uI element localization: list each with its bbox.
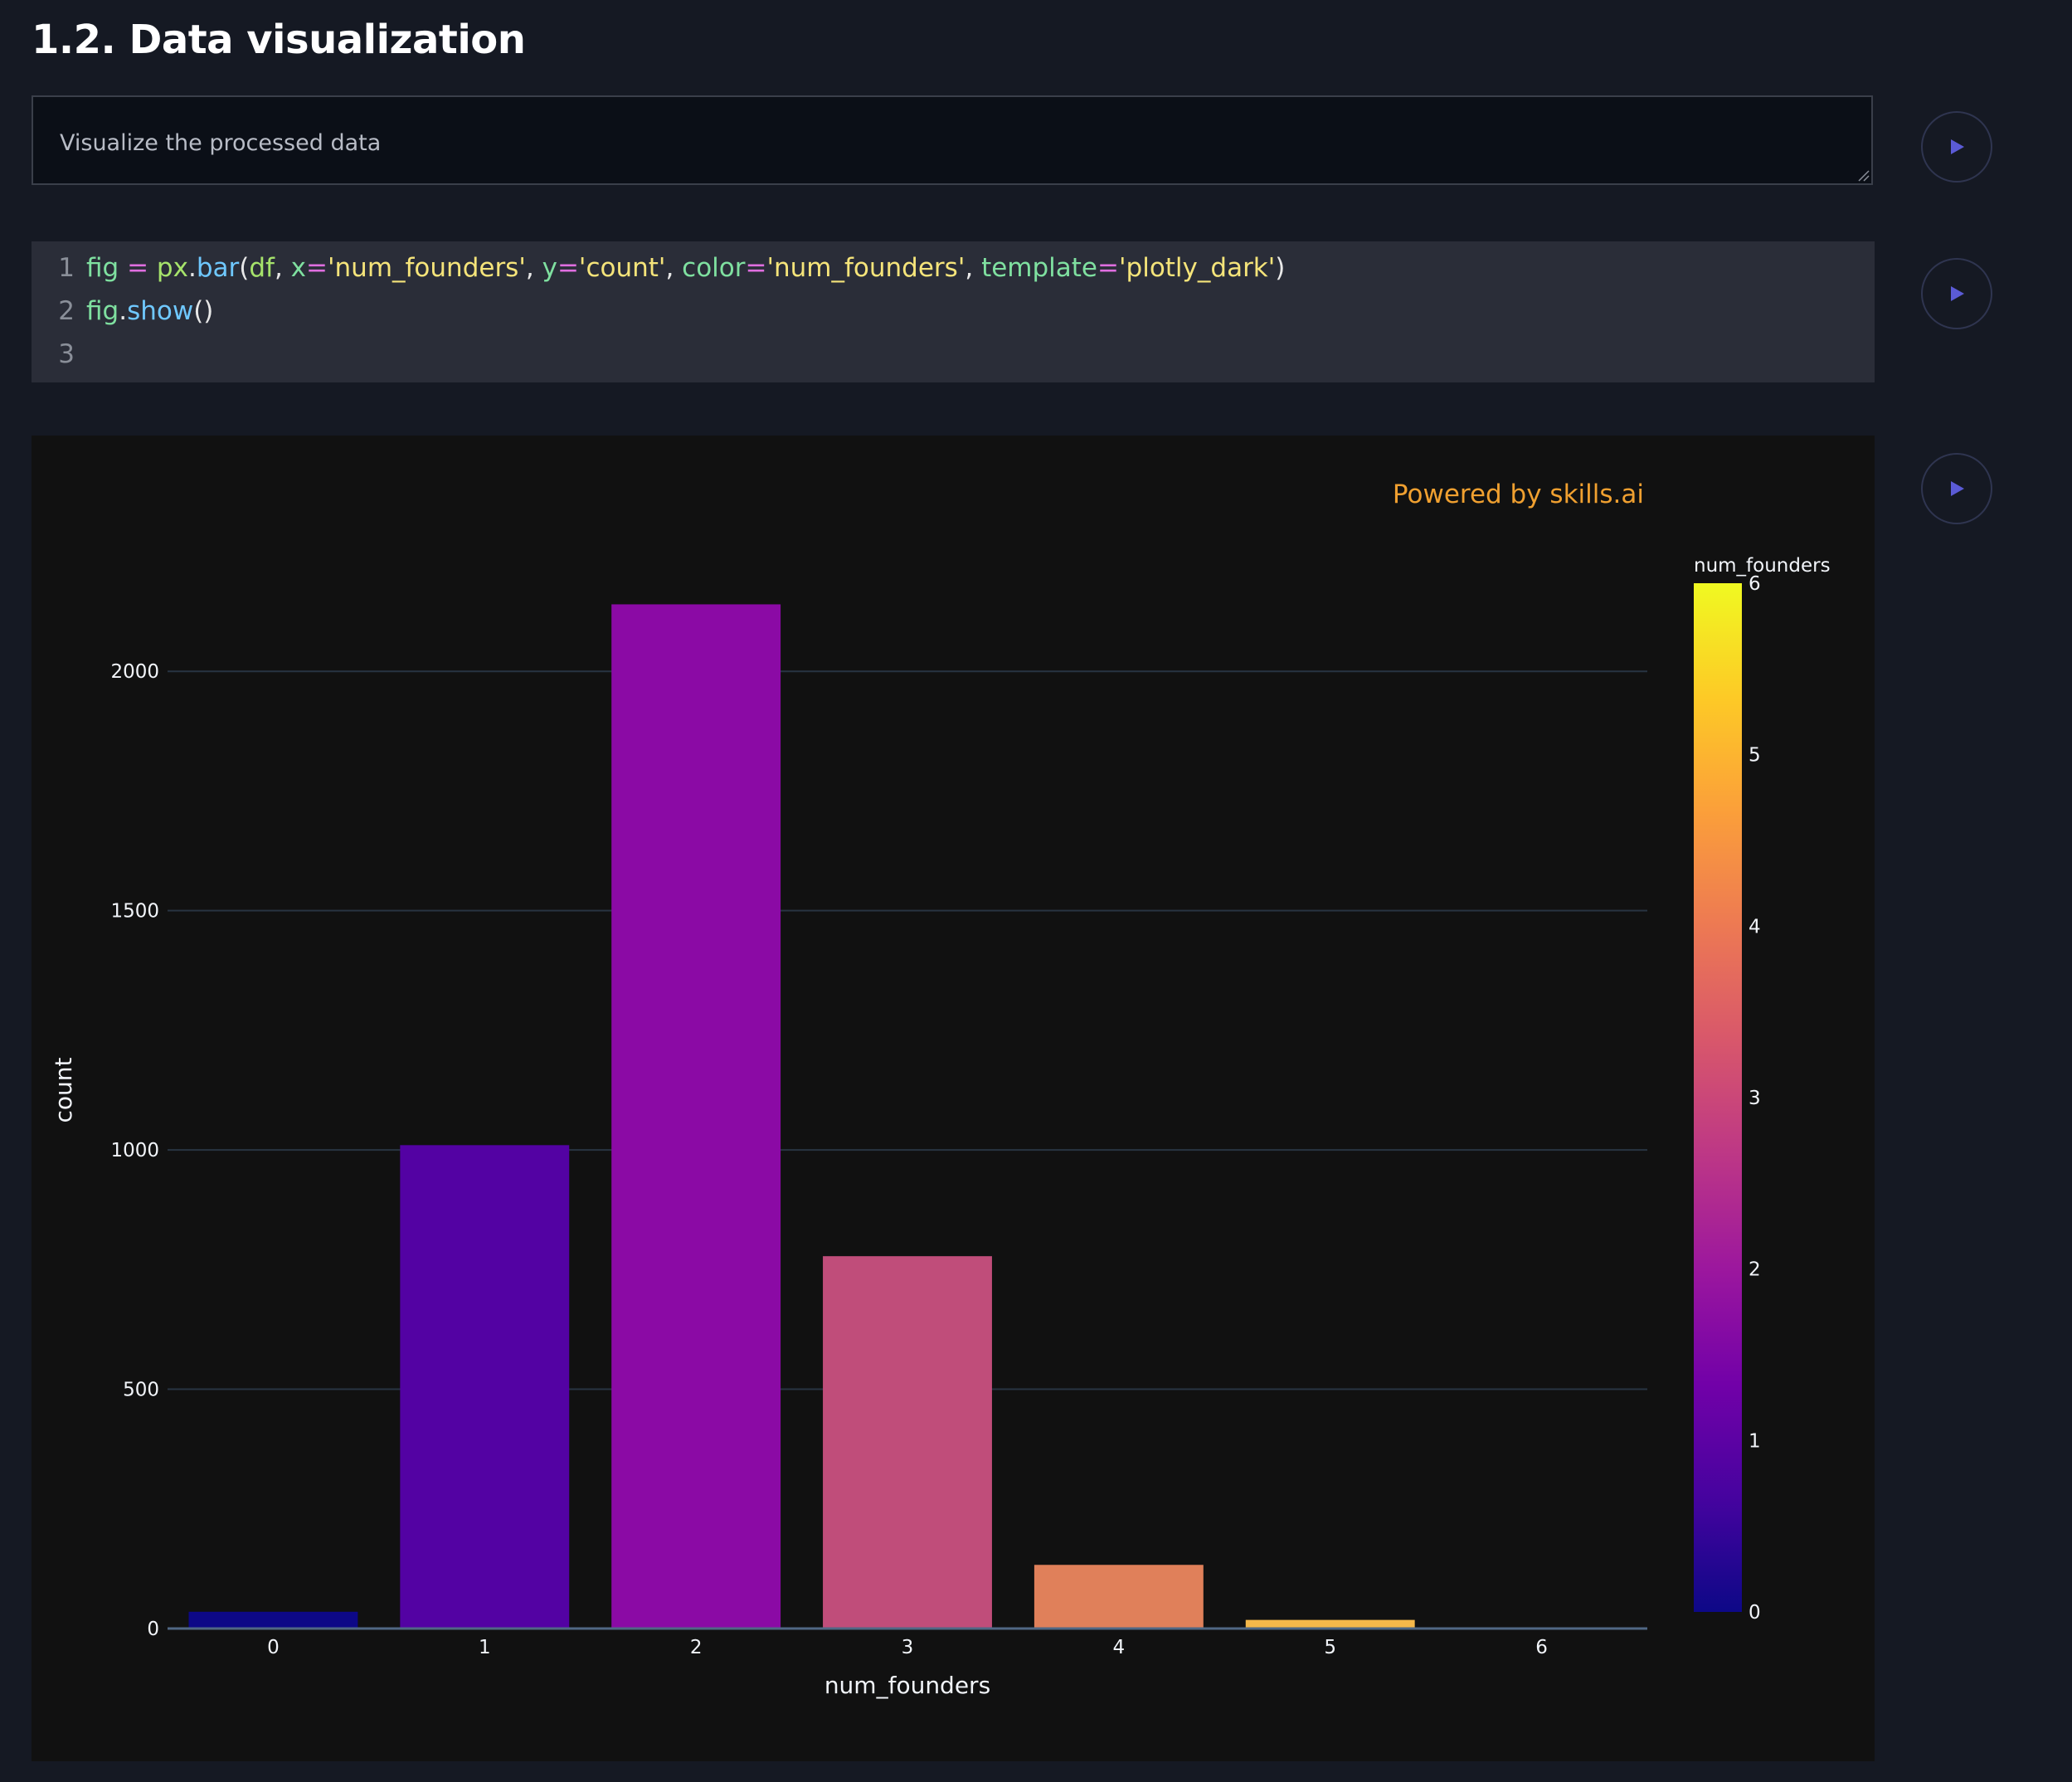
resize-grip-icon[interactable] (1856, 168, 1870, 182)
colorbar-tick-label: 5 (1749, 745, 1761, 767)
bar-2 (611, 604, 781, 1629)
x-axis-title: num_founders (824, 1672, 990, 1699)
y-tick-label: 2000 (110, 661, 159, 683)
section-title: 1.2. Data visualization (32, 17, 526, 63)
run-output-button[interactable] (1921, 453, 1992, 524)
run-code-button[interactable] (1921, 258, 1992, 329)
bar-4 (1034, 1565, 1204, 1629)
x-tick-label: 2 (690, 1637, 703, 1658)
code-line-3: 3 (32, 334, 86, 375)
colorbar-title: num_founders (1694, 555, 1831, 577)
bar-3 (823, 1256, 992, 1629)
y-tick-label: 1000 (110, 1140, 159, 1161)
bar-0 (188, 1611, 358, 1629)
colorbar-tick-label: 3 (1749, 1088, 1761, 1109)
x-tick-label: 3 (902, 1637, 914, 1658)
code-line-1: 1 fig = px.bar(df, x='num_founders', y='c… (32, 247, 1285, 289)
code-editor[interactable]: 1 fig = px.bar(df, x='num_founders', y='c… (32, 241, 1875, 382)
x-tick-label: 4 (1113, 1637, 1126, 1658)
line-number: 3 (58, 339, 75, 369)
run-prompt-button[interactable] (1921, 111, 1992, 183)
y-tick-label: 1500 (110, 901, 159, 923)
y-axis-title: count (50, 1057, 77, 1122)
bar-5 (1245, 1619, 1415, 1629)
colorbar-tick-label: 4 (1749, 916, 1761, 937)
code-line-2: 2 fig.show() (32, 290, 213, 332)
x-tick-label: 1 (479, 1637, 491, 1658)
x-tick-label: 5 (1324, 1637, 1336, 1658)
play-icon (1951, 286, 1964, 301)
colorbar (1694, 583, 1742, 1612)
x-tick-label: 0 (267, 1637, 280, 1658)
line-number: 2 (58, 296, 75, 326)
colorbar-tick-label: 6 (1749, 573, 1761, 595)
y-tick-label: 0 (147, 1619, 159, 1640)
x-tick-label: 6 (1535, 1637, 1548, 1658)
play-icon (1951, 139, 1964, 154)
colorbar-tick-label: 2 (1749, 1259, 1761, 1281)
y-tick-label: 500 (123, 1380, 159, 1401)
play-icon (1951, 481, 1964, 496)
colorbar-tick-label: 1 (1749, 1430, 1761, 1452)
bar-1 (400, 1145, 570, 1629)
prompt-input[interactable]: Visualize the processed data (32, 95, 1873, 185)
watermark: Powered by skills.ai (1392, 480, 1644, 509)
line-number: 1 (58, 253, 75, 283)
prompt-text: Visualize the processed data (60, 130, 382, 156)
colorbar-tick-label: 0 (1749, 1602, 1761, 1624)
